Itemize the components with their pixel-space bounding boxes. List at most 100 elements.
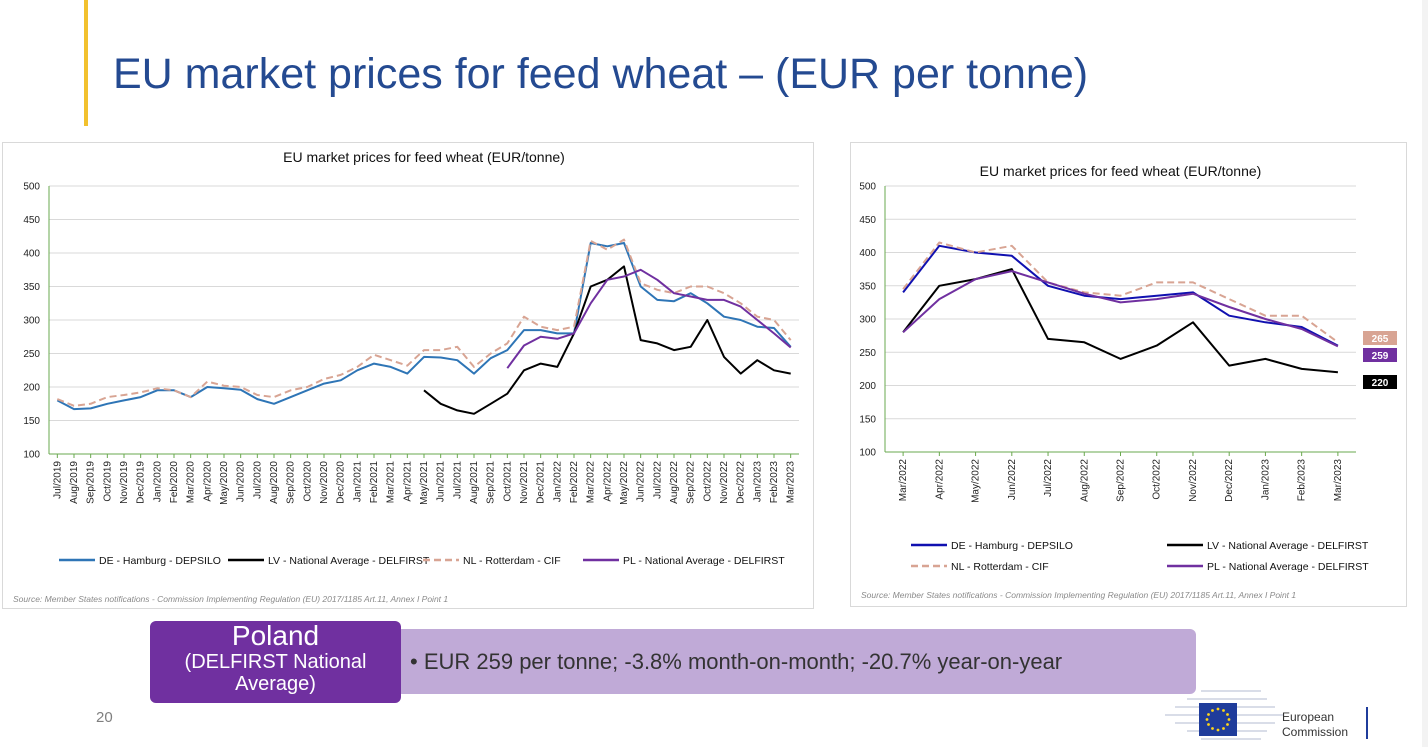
country-callout: Poland (DELFIRST National Average): [150, 621, 401, 703]
x-tick-label: Nov/2021: [519, 461, 530, 504]
x-tick-label: Feb/2023: [769, 461, 780, 504]
x-tick-label: Oct/2021: [502, 461, 513, 502]
legend-label: DE - Hamburg - DEPSILO: [951, 540, 1073, 552]
x-tick-label: Jul/2022: [1043, 459, 1054, 497]
eu-flag-icon: [1199, 703, 1237, 736]
source-note: Source: Member States notifications - Co…: [861, 590, 1296, 600]
x-tick-label: Dec/2022: [736, 461, 747, 504]
x-tick-label: Aug/2019: [69, 461, 80, 504]
y-tick-label: 150: [859, 414, 876, 425]
legend-label: LV - National Average - DELFIRST: [1207, 540, 1369, 552]
title-accent-bar: [84, 0, 88, 126]
x-tick-label: Feb/2022: [569, 461, 580, 504]
x-tick-label: Dec/2022: [1224, 459, 1235, 502]
ec-logo-line1: European: [1282, 710, 1335, 724]
series-line-nl: [56, 238, 792, 407]
end-value-badge: [1363, 375, 1397, 389]
x-tick-label: Nov/2022: [1188, 459, 1199, 502]
x-tick-label: Aug/2022: [1079, 459, 1090, 502]
series-line-nl: [902, 241, 1339, 344]
y-tick-label: 450: [23, 215, 40, 226]
callout-subtitle-line1: (DELFIRST National: [184, 651, 367, 673]
slide-title: EU market prices for feed wheat – (EUR p…: [113, 50, 1089, 98]
x-tick-label: Aug/2021: [469, 461, 480, 504]
y-tick-label: 350: [23, 282, 40, 293]
x-tick-label: Jul/2020: [252, 461, 263, 499]
x-tick-label: Jan/2020: [152, 461, 163, 503]
x-tick-label: Feb/2021: [369, 461, 380, 504]
end-value-badge: [1363, 331, 1397, 345]
chart-title: EU market prices for feed wheat (EUR/ton…: [980, 163, 1262, 179]
x-tick-label: Feb/2023: [1297, 459, 1308, 502]
y-tick-label: 500: [23, 182, 40, 193]
ec-logo-text: European Commission: [1282, 710, 1348, 740]
x-tick-label: Sep/2022: [686, 461, 697, 504]
end-value-badge: [1363, 348, 1397, 362]
y-tick-label: 100: [23, 450, 40, 461]
x-tick-label: Mar/2023: [1333, 459, 1344, 502]
y-tick-label: 250: [859, 348, 876, 359]
y-tick-label: 200: [23, 383, 40, 394]
x-tick-label: Nov/2022: [719, 461, 730, 504]
x-tick-label: Jan/2023: [752, 461, 763, 503]
chart-right: EU market prices for feed wheat (EUR/ton…: [859, 163, 1397, 600]
x-tick-label: Jan/2022: [552, 461, 563, 503]
y-tick-label: 400: [859, 248, 876, 259]
x-tick-label: Sep/2020: [286, 461, 297, 504]
legend-label: PL - National Average - DELFIRST: [1207, 561, 1369, 573]
chart-panel-left: EU market prices for feed wheat (EUR/ton…: [2, 142, 814, 609]
chart-panel-right: EU market prices for feed wheat (EUR/ton…: [850, 142, 1407, 607]
x-tick-label: Aug/2020: [269, 461, 280, 504]
x-tick-label: Oct/2022: [702, 461, 713, 502]
y-tick-label: 300: [23, 316, 40, 327]
x-tick-label: Jan/2023: [1260, 459, 1271, 501]
x-tick-label: Sep/2019: [86, 461, 97, 504]
end-value-label: 220: [1372, 378, 1389, 389]
y-tick-label: 250: [23, 349, 40, 360]
x-tick-label: Sep/2021: [486, 461, 497, 504]
legend-label: PL - National Average - DELFIRST: [623, 555, 785, 567]
callout-country: Poland: [231, 620, 320, 651]
x-tick-label: Oct/2020: [302, 461, 313, 502]
x-tick-label: Aug/2022: [669, 461, 680, 504]
x-tick-label: Oct/2019: [102, 461, 113, 502]
y-tick-label: 200: [859, 381, 876, 392]
end-value-label: 259: [1372, 351, 1389, 362]
x-tick-label: May/2020: [219, 461, 230, 505]
x-tick-label: Oct/2022: [1152, 459, 1163, 500]
series-line-de: [56, 242, 792, 411]
x-tick-label: Sep/2022: [1116, 459, 1127, 502]
x-tick-label: Jul/2022: [652, 461, 663, 499]
source-note: Source: Member States notifications - Co…: [13, 594, 448, 604]
y-tick-label: 300: [859, 315, 876, 326]
x-tick-label: May/2022: [971, 459, 982, 503]
page-number: 20: [96, 709, 113, 726]
series-line-pl: [506, 268, 792, 369]
callout-subtitle-line2: Average): [235, 673, 316, 695]
series-line-lv: [423, 265, 791, 415]
x-tick-label: Apr/2022: [602, 461, 613, 502]
x-tick-label: Jul/2019: [52, 461, 63, 499]
y-tick-label: 100: [859, 448, 876, 459]
legend-label: NL - Rotterdam - CIF: [463, 555, 561, 567]
y-tick-label: 500: [859, 182, 876, 193]
x-tick-label: Dec/2019: [136, 461, 147, 504]
chart-title: EU market prices for feed wheat (EUR/ton…: [283, 149, 565, 165]
y-tick-label: 450: [859, 215, 876, 226]
legend-label: DE - Hamburg - DEPSILO: [99, 555, 221, 567]
x-tick-label: May/2022: [619, 461, 630, 505]
x-tick-label: Apr/2020: [202, 461, 213, 502]
chart-left: EU market prices for feed wheat (EUR/ton…: [13, 149, 799, 604]
x-tick-label: Feb/2020: [169, 461, 180, 504]
x-tick-label: Jun/2022: [636, 461, 647, 503]
info-box: • EUR 259 per tonne; -3.8% month-on-mont…: [396, 629, 1196, 694]
x-tick-label: Apr/2022: [934, 459, 945, 500]
x-tick-label: Mar/2022: [586, 461, 597, 504]
series-line-de_right: [902, 244, 1339, 347]
x-tick-label: Mar/2022: [898, 459, 909, 502]
ec-logo-line2: Commission: [1282, 725, 1349, 739]
y-tick-label: 350: [859, 281, 876, 292]
x-tick-label: Nov/2019: [119, 461, 130, 504]
x-tick-label: May/2021: [419, 461, 430, 505]
x-tick-label: Mar/2020: [186, 461, 197, 504]
